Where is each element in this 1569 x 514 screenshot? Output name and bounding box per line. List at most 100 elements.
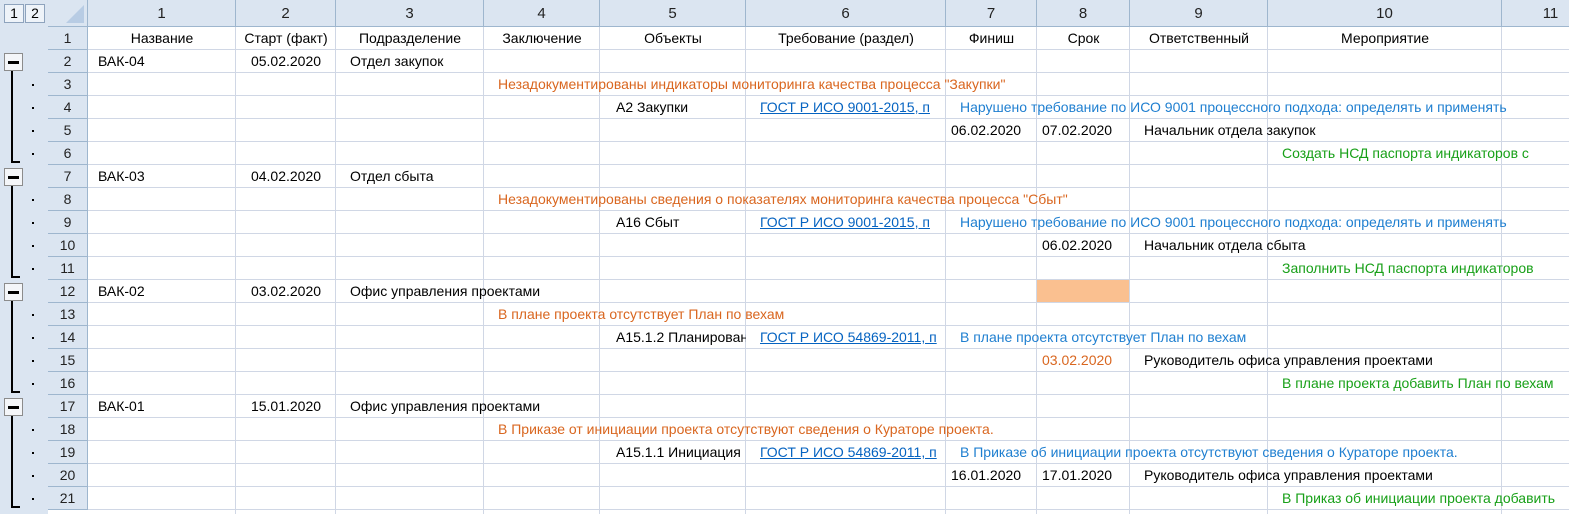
cell-8: 06.02.2020 [1037,234,1569,257]
row-header[interactable]: 9 [48,211,88,234]
cell-text: В Приказ об инициации проекта добавить [1282,490,1556,506]
row-header[interactable]: 20 [48,464,88,487]
collapse-group-button[interactable] [4,283,23,301]
cell-7: В Приказе об инициации проекта отсутству… [946,441,1569,464]
header-cell[interactable]: Ответственный [1149,30,1249,46]
header-cell[interactable]: Требование (раздел) [778,30,914,46]
cell-5: А15.1.2 Планирование [600,326,746,349]
row-header[interactable]: 6 [48,142,88,165]
outline-dot [32,245,34,247]
cell-2: 03.02.2020 [236,280,336,303]
outline-bracket-end [11,276,20,278]
cell-9: Руководитель офиса управления проектами [1130,464,1569,487]
cell-text: Офис управления проектами [350,283,541,299]
row-header[interactable]: 5 [48,119,88,142]
outline-bracket-end [11,391,20,393]
cell-text: В плане проекта отсутствует План по веха… [498,306,785,322]
header-cell[interactable]: Название [130,30,194,46]
outline-level-2-button[interactable]: 2 [25,4,45,23]
row-header[interactable]: 18 [48,418,88,441]
header-cell[interactable]: Старт (факт) [244,30,328,46]
column-header-3[interactable]: 3 [336,0,484,27]
outline-bar [0,0,48,514]
cell-10: В Приказ об инициации проекта добавить [1268,487,1569,510]
cell-10: Заполнить НСД паспорта индикаторов [1268,257,1569,280]
cell-text[interactable]: ГОСТ Р ИСО 54869-2011, п [760,329,937,345]
requirement-link[interactable]: ГОСТ Р ИСО 9001-2015, п [746,96,946,119]
outline-dot [32,314,34,316]
row-header[interactable]: 7 [48,165,88,188]
outline-dot [32,153,34,155]
cell-5: А16 Сбыт [600,211,746,234]
column-header-6[interactable]: 6 [746,0,946,27]
cell-text: А15.1.1 Инициация [616,444,741,460]
row-header[interactable]: 11 [48,257,88,280]
column-header-8[interactable]: 8 [1037,0,1130,27]
gridline [88,302,1569,303]
cell-text: В Приказе об инициации проекта отсутству… [960,444,1458,460]
row-header[interactable]: 19 [48,441,88,464]
row-header[interactable]: 2 [48,50,88,73]
gridline [88,509,1569,510]
column-header-5[interactable]: 5 [600,0,746,27]
cell-text: ВАК-02 [98,283,145,299]
header-cell[interactable]: Мероприятие [1341,30,1429,46]
cell-text[interactable]: ГОСТ Р ИСО 54869-2011, п [760,444,937,460]
collapse-group-button[interactable] [4,398,23,416]
row-header[interactable]: 13 [48,303,88,326]
column-header-2[interactable]: 2 [236,0,336,27]
outline-dot [32,84,34,86]
highlighted-cell[interactable] [1037,280,1130,303]
requirement-link[interactable]: ГОСТ Р ИСО 54869-2011, п [746,441,946,464]
gridline [88,279,1569,280]
cell-text[interactable]: ГОСТ Р ИСО 9001-2015, п [760,99,930,115]
cell-2: 15.01.2020 [236,395,336,418]
gridline [88,486,1569,487]
cell-text: Руководитель офиса управления проектами [1144,352,1433,368]
header-cell[interactable]: Финиш [968,30,1015,46]
cell-text[interactable]: ГОСТ Р ИСО 9001-2015, п [760,214,930,230]
row-header[interactable]: 4 [48,96,88,119]
gridline [1129,27,1130,514]
column-header-10[interactable]: 10 [1268,0,1502,27]
cell-text: Незадокументированы индикаторы мониторин… [498,76,1006,92]
gridline [88,394,1569,395]
header-cell[interactable]: Срок [1067,30,1100,46]
row-header[interactable]: 8 [48,188,88,211]
row-header[interactable]: 10 [48,234,88,257]
row-header[interactable]: 15 [48,349,88,372]
requirement-link[interactable]: ГОСТ Р ИСО 9001-2015, п [746,211,946,234]
cell-3: Офис управления проектами [336,280,1569,303]
header-cell[interactable]: Объекты [644,30,702,46]
header-cell[interactable]: Заключение [502,30,582,46]
gridline [88,440,1569,441]
gridline [88,417,1569,418]
row-header[interactable]: 1 [48,27,88,50]
outline-dot [32,199,34,201]
select-all-button[interactable] [48,0,88,27]
collapse-group-button[interactable] [4,53,23,71]
header-cell[interactable]: Подразделение [358,30,462,46]
outline-bracket [11,416,13,506]
cell-text: В Приказе от инициации проекта отсутству… [498,421,994,437]
row-header[interactable]: 12 [48,280,88,303]
cell-text: В плане проекта добавить План по вехам [1282,375,1554,391]
column-header-9[interactable]: 9 [1130,0,1268,27]
row-header[interactable]: 21 [48,487,88,510]
gridline [1036,27,1037,514]
column-header-1[interactable]: 1 [88,0,236,27]
collapse-group-button[interactable] [4,168,23,186]
requirement-link[interactable]: ГОСТ Р ИСО 54869-2011, п [746,326,946,349]
row-header[interactable]: 3 [48,73,88,96]
column-header-11[interactable]: 11 [1502,0,1569,27]
cell-1: ВАК-02 [88,280,1569,303]
row-header[interactable]: 14 [48,326,88,349]
row-header[interactable]: 17 [48,395,88,418]
cell-8: 07.02.2020 [1037,119,1569,142]
cell-7: Нарушено требование по ИСО 9001 процессн… [946,96,1569,119]
cell-text: 17.01.2020 [1042,467,1113,483]
row-header[interactable]: 16 [48,372,88,395]
column-header-7[interactable]: 7 [946,0,1037,27]
column-header-4[interactable]: 4 [484,0,600,27]
outline-level-1-button[interactable]: 1 [4,4,24,23]
